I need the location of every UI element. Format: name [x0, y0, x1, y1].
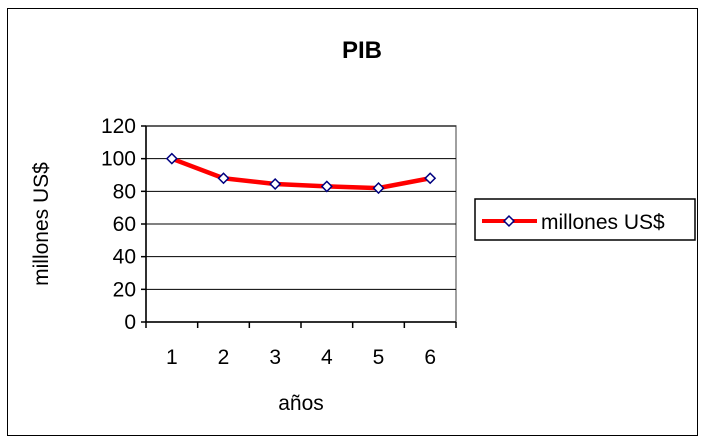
y-tick-label: 120: [101, 115, 136, 138]
chart-title: PIB: [342, 37, 382, 64]
series-line: [169, 156, 433, 191]
y-tick-label: 0: [124, 311, 136, 334]
x-tick-label: 3: [269, 346, 281, 369]
y-tick-label: 40: [113, 246, 136, 269]
y-tick-label: 60: [113, 213, 136, 236]
data-point-marker: [372, 182, 385, 195]
x-axis-title: años: [278, 392, 324, 415]
data-point-marker: [320, 180, 333, 193]
series-layer: [165, 152, 437, 195]
y-tick-label: 20: [113, 278, 136, 301]
x-tick-label: 6: [424, 346, 436, 369]
data-point-marker: [269, 177, 282, 190]
legend-label: millones US$: [541, 211, 665, 234]
x-tick-label: 4: [321, 346, 333, 369]
data-point-marker: [217, 172, 230, 185]
y-tick-labels: 0 20 40 60 80 100 120: [101, 115, 136, 334]
gridlines: [146, 125, 456, 290]
y-tick-label: 100: [101, 148, 136, 171]
y-tick-label: 80: [113, 180, 136, 203]
data-point-marker: [424, 172, 437, 185]
x-tick-labels: 1 2 3 4 5 6: [166, 346, 436, 369]
data-point-marker: [165, 152, 178, 165]
x-tick-label: 2: [218, 346, 230, 369]
y-axis-title: millones US$: [30, 162, 53, 286]
legend-marker: [502, 214, 516, 228]
x-tick-label: 1: [166, 346, 178, 369]
legend: millones US$: [474, 198, 696, 241]
x-tick-label: 5: [373, 346, 385, 369]
axes: [141, 125, 457, 328]
